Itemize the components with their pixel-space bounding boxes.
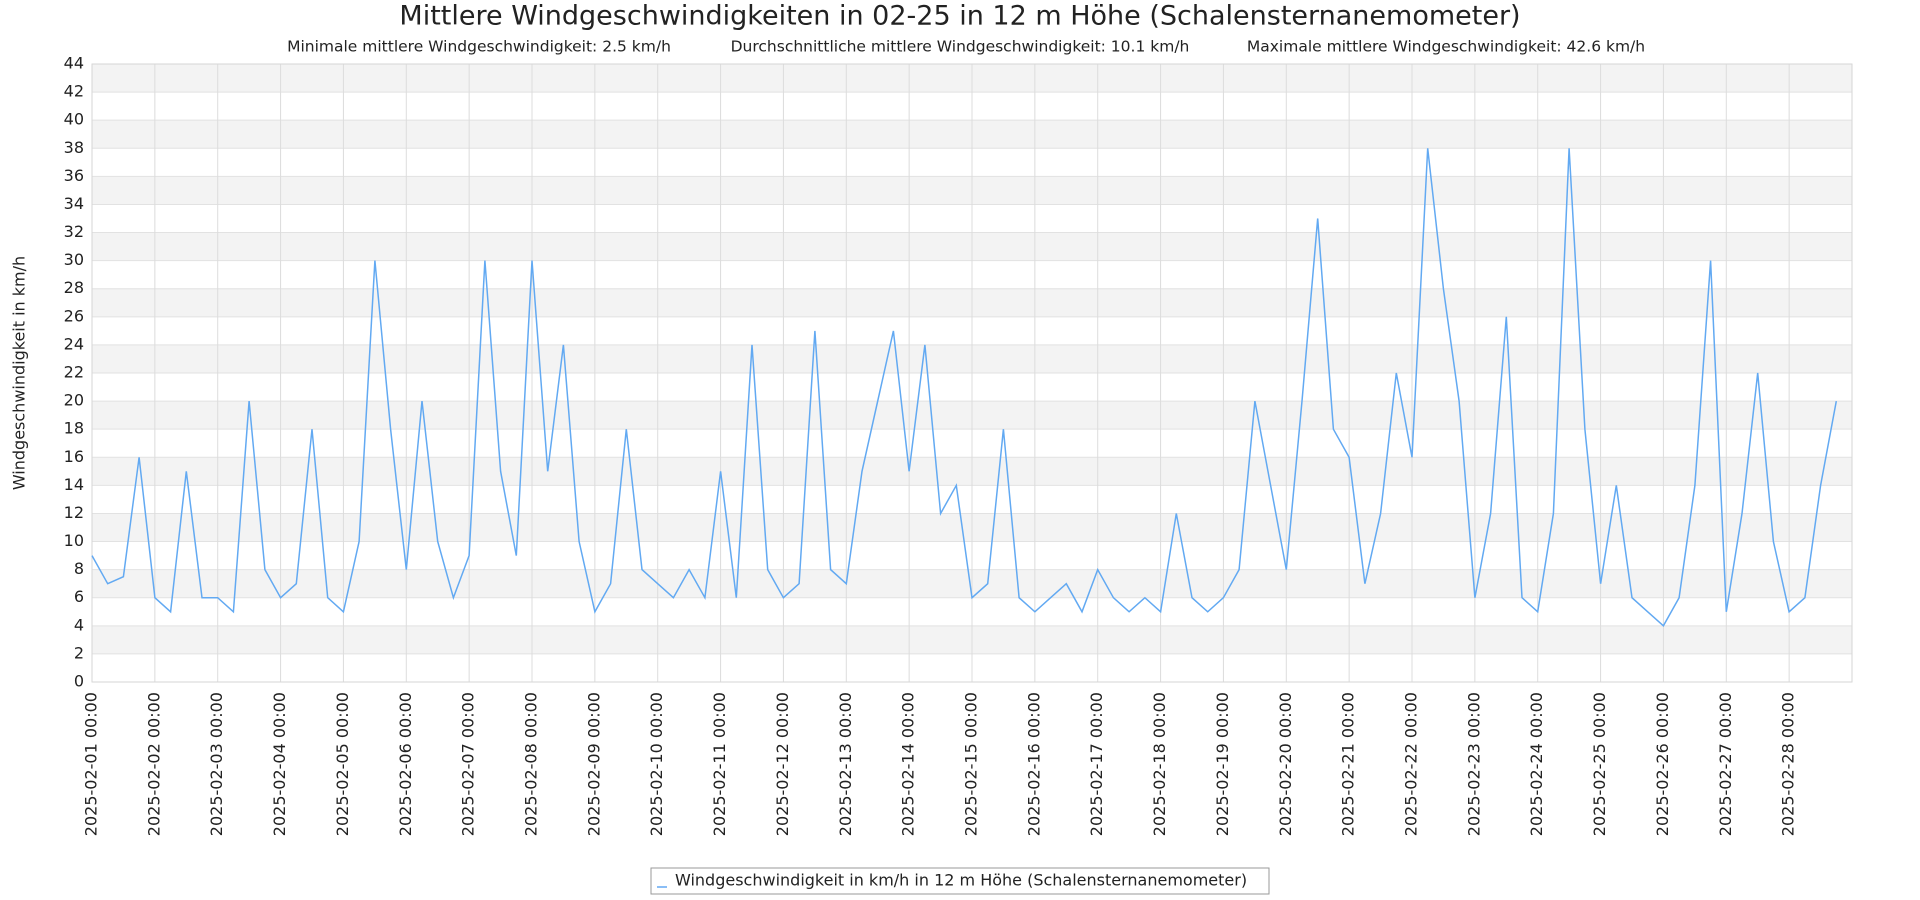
x-tick-label: 2025-02-22 00:00	[1402, 692, 1421, 836]
y-tick-label: 38	[64, 138, 84, 157]
x-tick-label: 2025-02-11 00:00	[710, 692, 729, 836]
legend-box	[650, 867, 1270, 895]
x-tick-label: 2025-02-20 00:00	[1276, 692, 1295, 836]
y-tick-label: 44	[64, 54, 84, 73]
x-tick-label: 2025-02-27 00:00	[1716, 692, 1735, 836]
chart-subtitle: Maximale mittlere Windgeschwindigkeit: 4…	[1247, 38, 1645, 56]
x-tick-label: 2025-02-15 00:00	[962, 692, 981, 836]
x-tick-label: 2025-02-17 00:00	[1087, 692, 1106, 836]
x-tick-label: 2025-02-07 00:00	[459, 692, 478, 836]
x-tick-label: 2025-02-10 00:00	[647, 692, 666, 836]
x-tick-label: 2025-02-12 00:00	[773, 692, 792, 836]
x-tick-label: 2025-02-05 00:00	[333, 692, 352, 836]
plot-border	[91, 63, 1853, 683]
x-tick-label: 2025-02-08 00:00	[522, 692, 541, 836]
y-tick-label: 28	[64, 278, 84, 297]
y-tick-label: 0	[74, 672, 84, 691]
y-tick-label: 18	[64, 419, 84, 438]
x-tick-label: 2025-02-02 00:00	[144, 692, 163, 836]
x-tick-label: 2025-02-28 00:00	[1779, 692, 1798, 836]
y-tick-label: 24	[64, 334, 84, 353]
y-tick-label: 10	[64, 531, 84, 550]
x-tick-label: 2025-02-14 00:00	[899, 692, 918, 836]
y-tick-label: 26	[64, 306, 84, 325]
y-tick-label: 34	[64, 194, 84, 213]
x-tick-label: 2025-02-01 00:00	[82, 692, 101, 836]
y-tick-label: 22	[64, 363, 84, 382]
chart-title: Mittlere Windgeschwindigkeiten in 02-25 …	[399, 1, 1520, 32]
x-tick-label: 2025-02-23 00:00	[1464, 692, 1483, 836]
y-tick-label: 8	[74, 559, 84, 578]
y-tick-label: 40	[64, 110, 84, 129]
x-tick-label: 2025-02-06 00:00	[396, 692, 415, 836]
y-axis-label: Windgeschwindigkeit in km/h	[10, 256, 29, 490]
y-tick-label: 2	[74, 643, 84, 662]
y-tick-label: 4	[74, 615, 84, 634]
chart-subtitle: Durchschnittliche mittlere Windgeschwind…	[731, 38, 1190, 56]
y-tick-label: 36	[64, 166, 84, 185]
y-tick-label: 16	[64, 447, 84, 466]
y-tick-label: 6	[74, 587, 84, 606]
x-tick-label: 2025-02-18 00:00	[1150, 692, 1169, 836]
x-tick-label: 2025-02-19 00:00	[1213, 692, 1232, 836]
x-tick-label: 2025-02-25 00:00	[1590, 692, 1609, 836]
y-tick-label: 14	[64, 475, 84, 494]
y-tick-label: 20	[64, 391, 84, 410]
data-line	[91, 148, 1838, 627]
x-tick-label: 2025-02-26 00:00	[1653, 692, 1672, 836]
x-tick-label: 2025-02-24 00:00	[1527, 692, 1546, 836]
y-tick-label: 30	[64, 250, 84, 269]
y-tick-label: 32	[64, 222, 84, 241]
legend-label: Windgeschwindigkeit in km/h in 12 m Höhe…	[675, 871, 1247, 890]
y-tick-label: 42	[64, 82, 84, 101]
x-tick-label: 2025-02-21 00:00	[1339, 692, 1358, 836]
x-tick-label: 2025-02-09 00:00	[584, 692, 603, 836]
x-tick-label: 2025-02-03 00:00	[207, 692, 226, 836]
x-tick-label: 2025-02-13 00:00	[836, 692, 855, 836]
chart-subtitle: Minimale mittlere Windgeschwindigkeit: 2…	[287, 38, 671, 56]
x-tick-label: 2025-02-16 00:00	[1024, 692, 1043, 836]
y-tick-label: 12	[64, 503, 84, 522]
x-tick-label: 2025-02-04 00:00	[270, 692, 289, 836]
